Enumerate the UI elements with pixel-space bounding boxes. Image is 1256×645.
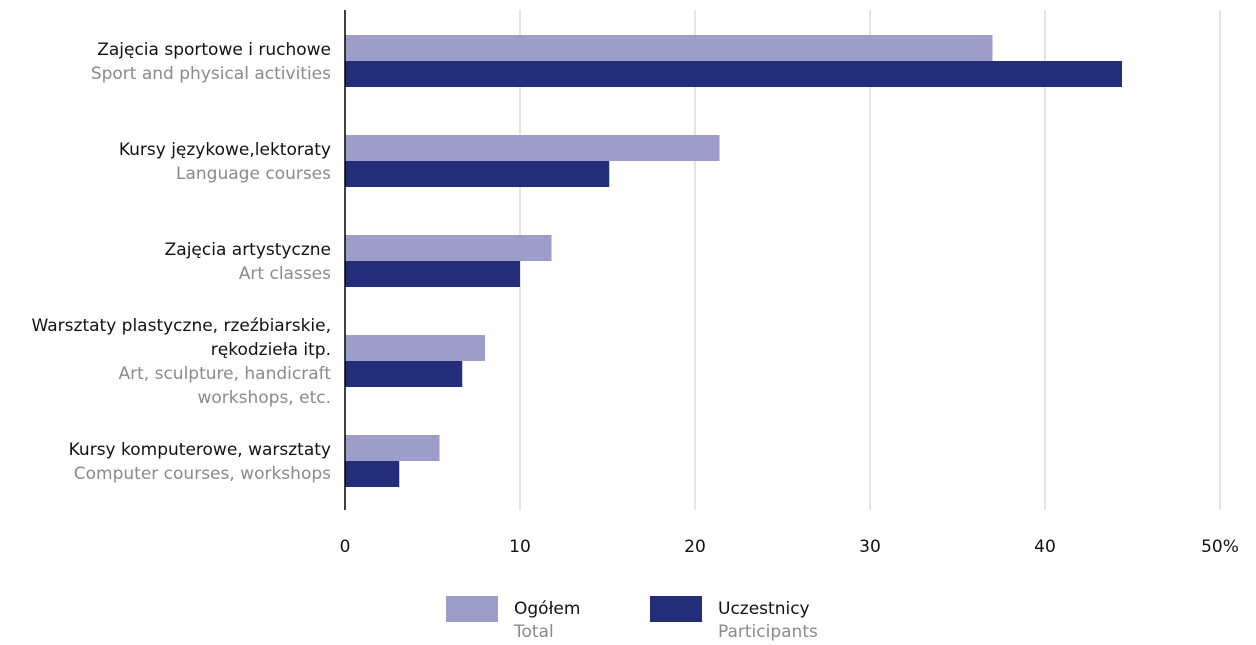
category-label-pl: Zajęcia artystyczne <box>165 240 331 260</box>
category-label-pl: Warsztaty plastyczne, rzeźbiarskie, <box>32 316 331 336</box>
legend-label-en: Participants <box>718 622 818 641</box>
legend-item: Ogółem Total <box>446 596 580 642</box>
x-tick-label: 50% <box>1201 537 1239 557</box>
x-tick-label: 30 <box>859 537 881 557</box>
category-label-pl: rękodzieła itp. <box>211 340 331 360</box>
category-label-en: Computer courses, workshops <box>74 464 331 484</box>
legend-label-pl: Uczestnicy <box>718 599 810 619</box>
bar-total <box>345 35 993 61</box>
legend-label-en: Total <box>513 622 554 641</box>
category-labels: Zajęcia sportowe i ruchowe Sport and phys… <box>32 40 332 484</box>
bar-total <box>345 435 440 461</box>
bar-participants <box>345 161 610 187</box>
x-tick-label: 0 <box>340 537 351 557</box>
legend-swatch <box>446 596 498 622</box>
gridlines <box>519 10 1221 510</box>
bar-participants <box>345 261 520 287</box>
category-label-en: Art, sculpture, handicraft <box>119 364 332 384</box>
bars <box>345 35 1122 487</box>
bar-participants <box>345 61 1122 87</box>
category-label-en: workshops, etc. <box>197 388 331 408</box>
bar-total <box>345 335 485 361</box>
legend-item: Uczestnicy Participants <box>650 596 818 642</box>
category-label-pl: Kursy językowe,lektoraty <box>119 140 331 160</box>
x-axis-ticks: 0 10 20 30 40 50% <box>340 537 1239 557</box>
bar-total <box>345 235 552 261</box>
x-tick-label: 20 <box>684 537 706 557</box>
bar-total <box>345 135 720 161</box>
legend: Ogółem Total Uczestnicy Participants <box>446 596 818 642</box>
category-label-en: Art classes <box>239 264 331 284</box>
category-label-pl: Kursy komputerowe, warsztaty <box>69 440 331 460</box>
legend-label-pl: Ogółem <box>514 599 580 619</box>
bar-participants <box>345 461 400 487</box>
x-tick-label: 40 <box>1034 537 1056 557</box>
category-label-pl: Zajęcia sportowe i ruchowe <box>97 40 331 60</box>
legend-swatch <box>650 596 702 622</box>
bar-participants <box>345 361 463 387</box>
category-label-en: Sport and physical activities <box>91 64 331 84</box>
x-tick-label: 10 <box>509 537 531 557</box>
category-label-en: Language courses <box>176 164 331 184</box>
